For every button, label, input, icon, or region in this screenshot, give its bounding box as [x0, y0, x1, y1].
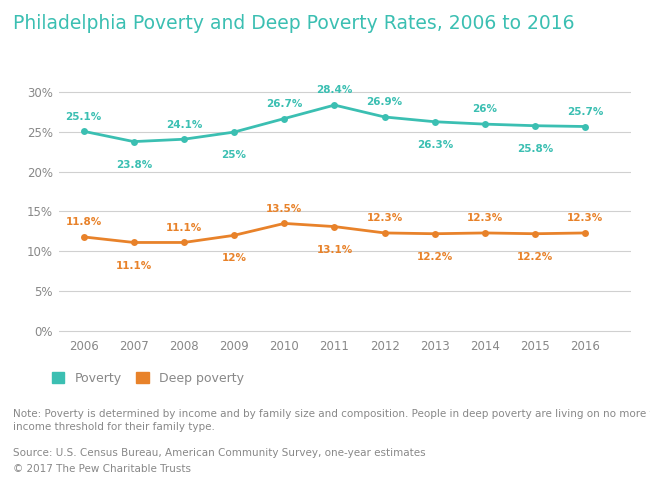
Text: 28.4%: 28.4% — [317, 86, 353, 95]
Text: 25%: 25% — [222, 150, 246, 160]
Text: 12.3%: 12.3% — [367, 213, 403, 223]
Text: 26.9%: 26.9% — [367, 97, 403, 107]
Text: 12.3%: 12.3% — [567, 213, 603, 223]
Text: 11.1%: 11.1% — [166, 223, 202, 233]
Text: Source: U.S. Census Bureau, American Community Survey, one-year estimates: Source: U.S. Census Bureau, American Com… — [13, 448, 426, 458]
Text: 26.3%: 26.3% — [417, 140, 453, 150]
Text: 26.7%: 26.7% — [266, 99, 302, 109]
Text: 12.3%: 12.3% — [467, 213, 503, 223]
Text: 11.8%: 11.8% — [66, 217, 101, 227]
Text: 12%: 12% — [222, 253, 246, 263]
Text: © 2017 The Pew Charitable Trusts: © 2017 The Pew Charitable Trusts — [13, 464, 191, 474]
Text: 13.5%: 13.5% — [266, 204, 302, 214]
Text: 24.1%: 24.1% — [166, 120, 202, 130]
Legend: Poverty, Deep poverty: Poverty, Deep poverty — [52, 372, 244, 385]
Text: 25.1%: 25.1% — [66, 111, 101, 121]
Text: 12.2%: 12.2% — [417, 252, 453, 262]
Text: 12.2%: 12.2% — [517, 252, 553, 262]
Text: 23.8%: 23.8% — [116, 160, 152, 170]
Text: 13.1%: 13.1% — [317, 245, 352, 255]
Text: 26%: 26% — [473, 104, 497, 114]
Text: Philadelphia Poverty and Deep Poverty Rates, 2006 to 2016: Philadelphia Poverty and Deep Poverty Ra… — [13, 14, 575, 33]
Text: 25.8%: 25.8% — [517, 144, 553, 154]
Text: 11.1%: 11.1% — [116, 261, 152, 271]
Text: Note: Poverty is determined by income and by family size and composition. People: Note: Poverty is determined by income an… — [13, 409, 650, 432]
Text: 25.7%: 25.7% — [567, 107, 604, 117]
